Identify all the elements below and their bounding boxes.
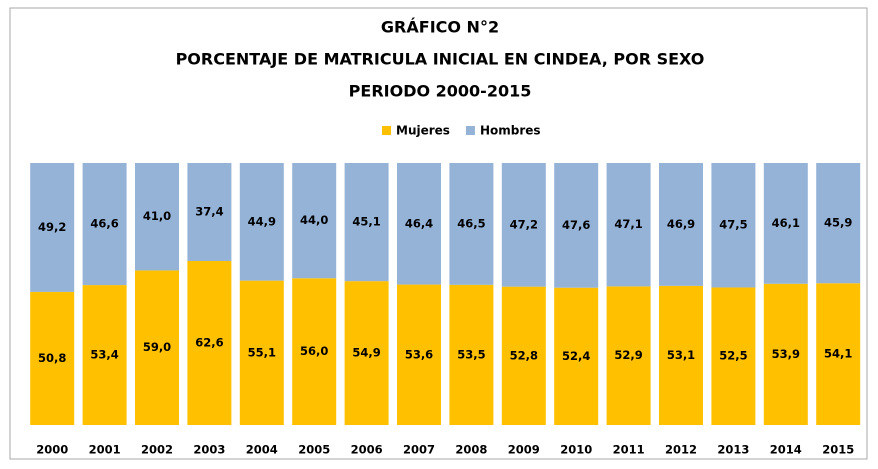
- bar-segment: [397, 163, 441, 285]
- chart-title: PERIODO 2000-2015: [349, 82, 532, 101]
- data-label: 46,9: [667, 217, 695, 231]
- data-label: 44,9: [248, 214, 276, 228]
- bar-segment: [554, 287, 599, 425]
- data-label: 41,0: [143, 209, 171, 223]
- x-tick-label: 2005: [298, 443, 330, 457]
- legend-swatch: [465, 126, 475, 135]
- legend-label: Hombres: [480, 124, 541, 138]
- bar-segment: [606, 286, 651, 425]
- data-label: 52,5: [719, 349, 747, 363]
- bar-segment: [449, 163, 494, 285]
- bar-segment: [449, 284, 494, 425]
- bar-segment: [187, 163, 232, 261]
- bar-segment: [763, 163, 808, 284]
- bar-segment: [659, 285, 703, 425]
- data-label: 54,1: [824, 347, 852, 361]
- data-label: 52,8: [510, 348, 538, 362]
- data-label: 53,6: [405, 347, 433, 361]
- bar-segment: [344, 281, 389, 425]
- bar-segment: [816, 283, 861, 425]
- data-label: 46,5: [457, 216, 485, 230]
- x-tick-label: 2006: [351, 443, 383, 457]
- bar-segment: [30, 291, 75, 425]
- bar-segment: [82, 285, 127, 425]
- chart-title: GRÁFICO N°2: [381, 18, 499, 37]
- legend-label: Mujeres: [396, 124, 450, 138]
- x-tick-label: 2001: [89, 443, 121, 457]
- data-label: 47,5: [719, 218, 747, 232]
- bar-segment: [30, 163, 75, 292]
- x-tick-label: 2000: [36, 443, 68, 457]
- bar-segment: [711, 163, 756, 288]
- bar-segment: [501, 286, 546, 425]
- data-label: 62,6: [195, 335, 223, 349]
- data-label: 46,1: [772, 216, 800, 230]
- bar-segment: [239, 280, 284, 425]
- data-label: 47,1: [614, 217, 642, 231]
- x-tick-label: 2012: [665, 443, 697, 457]
- bar-segment: [135, 270, 179, 425]
- data-label: 37,4: [195, 204, 223, 218]
- data-label: 46,6: [90, 217, 118, 231]
- data-label: 56,0: [300, 344, 328, 358]
- data-label: 45,1: [352, 215, 380, 229]
- data-label: 54,9: [352, 346, 380, 360]
- bar-segment: [239, 163, 284, 281]
- bar-segment: [606, 163, 651, 287]
- data-label: 52,9: [614, 348, 642, 362]
- data-label: 53,5: [457, 347, 485, 361]
- x-tick-label: 2003: [193, 443, 225, 457]
- data-label: 44,0: [300, 213, 328, 227]
- data-label: 46,4: [405, 216, 433, 230]
- data-label: 45,9: [824, 216, 852, 230]
- data-label: 52,4: [562, 349, 590, 363]
- x-tick-label: 2008: [455, 443, 487, 457]
- data-label: 49,2: [38, 220, 66, 234]
- bar-segment: [397, 284, 441, 425]
- bar-segment: [135, 163, 179, 271]
- bar-segment: [292, 278, 337, 425]
- x-tick-label: 2002: [141, 443, 173, 457]
- x-tick-label: 2014: [770, 443, 802, 457]
- bar-segment: [554, 163, 599, 288]
- bar-segment: [82, 163, 127, 286]
- bar-segment: [292, 163, 337, 279]
- bar-segment: [187, 260, 232, 425]
- x-tick-label: 2013: [717, 443, 749, 457]
- data-label: 47,2: [510, 217, 538, 231]
- bar-segment: [659, 163, 703, 286]
- x-tick-label: 2004: [246, 443, 278, 457]
- x-tick-label: 2015: [822, 443, 854, 457]
- x-tick-label: 2009: [508, 443, 540, 457]
- bar-segment: [344, 163, 389, 282]
- bar-segment: [763, 283, 808, 425]
- data-label: 47,6: [562, 218, 590, 232]
- bar-segment: [501, 163, 546, 287]
- x-tick-label: 2010: [560, 443, 592, 457]
- data-label: 55,1: [248, 345, 276, 359]
- data-label: 50,8: [38, 351, 66, 365]
- data-label: 59,0: [143, 340, 171, 354]
- data-label: 53,4: [90, 348, 118, 362]
- x-tick-label: 2007: [403, 443, 435, 457]
- legend-swatch: [382, 126, 391, 135]
- x-tick-label: 2011: [613, 443, 645, 457]
- data-label: 53,9: [772, 347, 800, 361]
- bar-segment: [711, 287, 756, 425]
- data-label: 53,1: [667, 348, 695, 362]
- bar-segment: [816, 163, 861, 284]
- chart-title: PORCENTAJE DE MATRICULA INICIAL EN CINDE…: [176, 50, 705, 69]
